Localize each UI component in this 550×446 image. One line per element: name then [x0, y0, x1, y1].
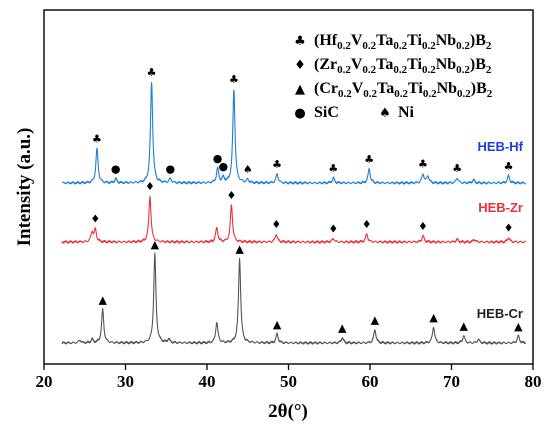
legend-text-part: (Cr — [314, 80, 338, 97]
circle-marker: ● — [218, 160, 228, 173]
legend-subscript: 0.2 — [393, 40, 407, 52]
legend-text-part: Nb — [437, 80, 458, 97]
x-tick-label: 40 — [199, 372, 216, 391]
club-marker: ♣ — [504, 160, 514, 173]
club-marker: ♣ — [418, 157, 428, 170]
circle-icon: ● — [294, 106, 305, 121]
diamond-marker: ♦ — [271, 218, 281, 231]
diamond-marker: ♦ — [227, 189, 237, 202]
spade-marker: ♠ — [243, 163, 253, 176]
legend-text-part: )B — [471, 80, 487, 97]
club-marker: ♣ — [92, 133, 102, 146]
diamond-marker: ♦ — [362, 218, 372, 231]
club-marker: ♣ — [272, 158, 282, 171]
series-label: HEB-Hf — [478, 139, 524, 154]
legend-subscript: 0.2 — [422, 64, 436, 76]
legend-subscript: 2 — [487, 88, 493, 100]
legend-entry-label: SiC — [314, 104, 339, 121]
legend-text-part: V — [351, 32, 363, 49]
peak-markers: ♣●♣●●●♣♠ ♣ ♣♣ ♣ ♣ ♣♦♦♦♦ ♦ ♦ ♦ ♦▲▲ ▲▲ ▲▲ ▲▲ ▲ — [90, 66, 523, 335]
series-line-heb-hf — [61, 82, 526, 185]
legend-subscript: 0.2 — [394, 88, 408, 100]
legend-subscript: 0.2 — [422, 40, 436, 52]
triangle-marker: ▲ — [273, 318, 282, 331]
y-axis-label: Intensity (a.u.) — [14, 128, 35, 247]
diamond-marker: ♦ — [90, 212, 100, 225]
legend-text-part: Ti — [407, 56, 422, 73]
legend-subscript: 0.2 — [338, 88, 352, 100]
diamond-icon: ♦ — [294, 58, 306, 73]
x-tick-label: 50 — [280, 372, 297, 391]
legend-text-part: Ta — [376, 56, 393, 73]
x-tick-label: 60 — [362, 372, 379, 391]
club-marker: ♣ — [328, 162, 338, 175]
triangle-marker: ▲ — [514, 320, 523, 333]
legend-subscript: 0.2 — [362, 40, 376, 52]
diamond-marker: ♦ — [504, 222, 514, 235]
legend-text-part: (Zr — [314, 56, 337, 73]
legend-text-part: V — [352, 80, 364, 97]
x-tick-label: 80 — [525, 372, 542, 391]
legend-subscript: 0.2 — [363, 88, 377, 100]
legend-entry-label: (Zr0.2V0.2Ta0.2Ti0.2Nb0.2)B2 — [314, 56, 492, 76]
triangle-marker: ▲ — [151, 238, 160, 251]
legend-text-part: Ti — [408, 80, 423, 97]
legend-text-part: (Hf — [314, 32, 338, 49]
circle-marker: ● — [213, 152, 223, 165]
legend-text-part: Ta — [377, 80, 394, 97]
legend-text-part: Nb — [436, 56, 457, 73]
legend-text-part: Ta — [376, 32, 393, 49]
x-axis-ticks: 20 30 40 50 60 70 80 — [36, 364, 542, 391]
legend-text-part: )B — [470, 56, 486, 73]
x-tick-label: 20 — [36, 372, 53, 391]
x-axis-label: 2θ(°) — [268, 401, 308, 422]
legend-entry-label: (Hf0.2V0.2Ta0.2Ti0.2Nb0.2)B2 — [314, 32, 492, 52]
triangle-marker: ▲ — [429, 311, 438, 324]
diamond-marker: ♦ — [145, 180, 155, 193]
club-marker: ♣ — [229, 73, 239, 86]
diamond-marker: ♦ — [328, 222, 338, 235]
legend-subscript: 2 — [486, 64, 492, 76]
circle-marker: ● — [166, 162, 176, 175]
legend-subscript: 0.2 — [423, 88, 437, 100]
club-icon: ♣ — [294, 34, 306, 49]
series-line-heb-cr — [61, 252, 527, 345]
legend-subscript: 2 — [486, 40, 492, 52]
club-marker: ♣ — [364, 153, 374, 166]
legend-text-part: )B — [470, 32, 486, 49]
club-marker: ♣ — [452, 162, 462, 175]
legend-subscript: 0.2 — [456, 64, 470, 76]
legend-entry-label: (Cr0.2V0.2Ta0.2Ti0.2Nb0.2)B2 — [314, 80, 493, 100]
legend-subscript: 0.2 — [457, 88, 471, 100]
triangle-marker: ▲ — [338, 322, 347, 335]
circle-marker: ● — [111, 163, 121, 176]
triangle-icon: ▲ — [295, 82, 305, 97]
triangle-marker: ▲ — [459, 320, 468, 333]
legend-text-part: Ti — [407, 32, 422, 49]
legend-entry-label: Ni — [398, 104, 415, 121]
series-line-heb-zr — [61, 195, 526, 244]
legend-subscript: 0.2 — [337, 64, 351, 76]
diamond-marker: ♦ — [418, 220, 428, 233]
triangle-marker: ▲ — [98, 294, 107, 307]
triangle-marker: ▲ — [235, 242, 244, 255]
legend: ♣ (Hf0.2V0.2Ta0.2Ti0.2Nb0.2)B2♦ (Zr0.2V0.2… — [294, 32, 493, 121]
spade-icon: ♠ — [379, 106, 391, 121]
series-layer: HEB-Hf HEB-Zr HEB-Cr — [61, 82, 527, 345]
triangle-marker: ▲ — [371, 313, 380, 326]
x-tick-label: 30 — [117, 372, 134, 391]
series-label: HEB-Zr — [478, 200, 523, 215]
legend-text-part: Nb — [436, 32, 457, 49]
legend-subscript: 0.2 — [393, 64, 407, 76]
series-label: HEB-Cr — [477, 306, 523, 321]
legend-text-part: V — [351, 56, 363, 73]
legend-subscript: 0.2 — [337, 40, 351, 52]
legend-subscript: 0.2 — [362, 64, 376, 76]
club-marker: ♣ — [147, 66, 157, 79]
legend-subscript: 0.2 — [456, 40, 470, 52]
x-tick-label: 70 — [443, 372, 460, 391]
